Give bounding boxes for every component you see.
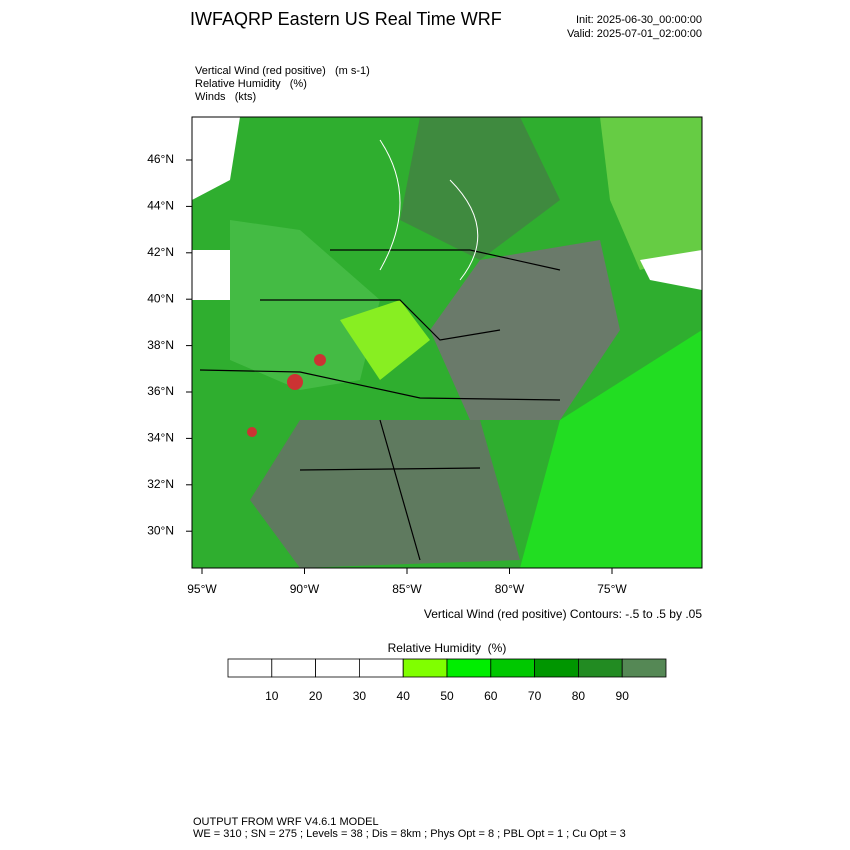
lon-label: 95°W bbox=[187, 582, 217, 596]
colorbar-label: 30 bbox=[353, 689, 367, 703]
lat-label: 32°N bbox=[147, 477, 174, 491]
colorbar-box bbox=[271, 658, 316, 678]
colorbar-box bbox=[315, 658, 360, 678]
footer-line: OUTPUT FROM WRF V4.6.1 MODEL bbox=[193, 816, 379, 828]
init-time: Init: 2025-06-30_00:00:00 bbox=[576, 14, 702, 26]
lat-label: 42°N bbox=[147, 245, 174, 259]
title: IWFAQRP Eastern US Real Time WRF bbox=[190, 9, 502, 29]
field-label: Winds (kts) bbox=[195, 91, 256, 103]
field-label: Relative Humidity (%) bbox=[195, 78, 307, 90]
lat-label: 34°N bbox=[147, 431, 174, 445]
field-label: Vertical Wind (red positive) (m s-1) bbox=[195, 65, 370, 77]
colorbar-label: 10 bbox=[265, 689, 279, 703]
colorbar-label: 20 bbox=[309, 689, 323, 703]
lat-label: 44°N bbox=[147, 199, 174, 213]
colorbar-box bbox=[534, 658, 579, 678]
lat-label: 30°N bbox=[147, 523, 174, 537]
colorbar-label: 80 bbox=[572, 689, 586, 703]
lat-label: 40°N bbox=[147, 291, 174, 305]
colorbar-label: 50 bbox=[440, 689, 454, 703]
contour-note: Vertical Wind (red positive) Contours: -… bbox=[424, 607, 702, 621]
lon-label: 85°W bbox=[392, 582, 422, 596]
colorbar-box bbox=[227, 658, 273, 678]
lat-label: 38°N bbox=[147, 338, 174, 352]
lat-label: 36°N bbox=[147, 384, 174, 398]
colorbar-label: 40 bbox=[397, 689, 411, 703]
colorbar-title: Relative Humidity (%) bbox=[388, 641, 507, 655]
colorbar-label: 60 bbox=[484, 689, 498, 703]
colorbar-box bbox=[402, 658, 448, 678]
lon-label: 75°W bbox=[597, 582, 627, 596]
lon-label: 80°W bbox=[495, 582, 525, 596]
colorbar-box bbox=[578, 658, 623, 678]
footer-line: WE = 310 ; SN = 275 ; Levels = 38 ; Dis … bbox=[193, 828, 626, 840]
valid-time: Valid: 2025-07-01_02:00:00 bbox=[567, 28, 702, 40]
colorbar-box bbox=[490, 658, 535, 678]
lon-label: 90°W bbox=[290, 582, 320, 596]
lat-label: 46°N bbox=[147, 152, 174, 166]
colorbar-label: 90 bbox=[616, 689, 630, 703]
colorbar-box bbox=[621, 658, 667, 678]
colorbar-label: 70 bbox=[528, 689, 542, 703]
map-image bbox=[191, 116, 703, 569]
colorbar-box bbox=[358, 658, 404, 678]
colorbar-box bbox=[446, 658, 492, 678]
